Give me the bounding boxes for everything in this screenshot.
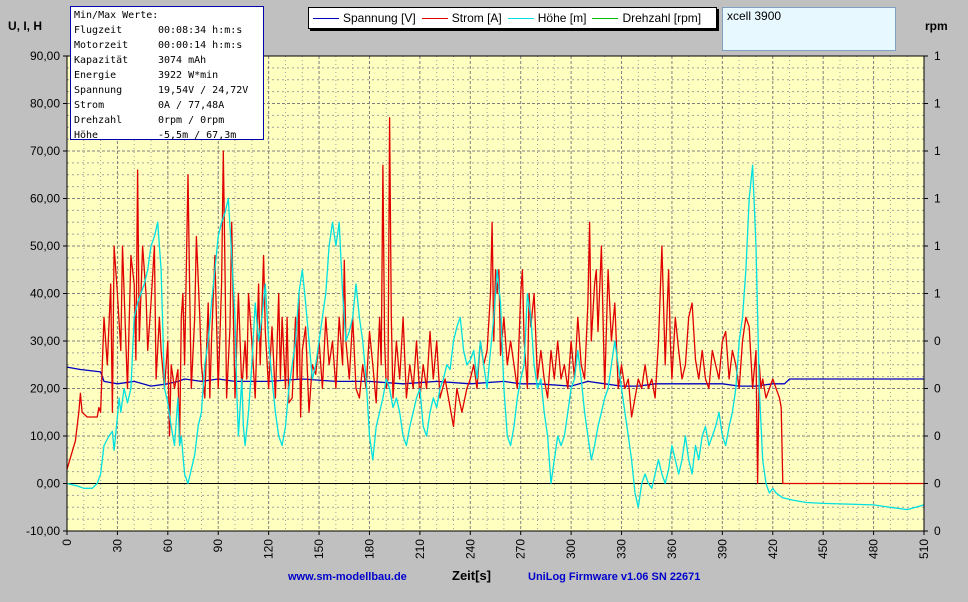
x-tick-label: 480	[867, 539, 881, 559]
stats-value: 00:08:34 h:m:s	[158, 25, 243, 36]
model-name: xcell 3900	[727, 9, 782, 23]
x-tick-label: 180	[362, 539, 376, 559]
axes: 90,00 1 80,00 1 70,00 1 60,00 1 50,00 1 40,00 1 30,0…	[26, 49, 941, 559]
stats-row: Drehzahl 0rpm / 0rpm	[74, 113, 260, 128]
legend-swatch	[507, 17, 534, 19]
stats-row: Strom 0A / 77,48A	[74, 98, 260, 113]
stats-key: Höhe	[74, 130, 99, 141]
y-tick-label: 80,00	[30, 97, 60, 111]
legend-item: Höhe [m]	[507, 11, 587, 25]
x-tick-label: 360	[665, 539, 679, 559]
footer-firmware: UniLog Firmware v1.06 SN 22671	[528, 571, 700, 583]
footer-website: www.sm-modellbau.de	[287, 571, 407, 583]
legend-swatch	[592, 17, 619, 19]
y2-tick-label: 1	[934, 239, 941, 253]
x-tick-label: 270	[514, 539, 528, 559]
x-tick-label: 60	[161, 539, 175, 553]
stats-key: Drehzahl	[74, 115, 123, 126]
y-tick-label: 30,00	[30, 334, 60, 348]
stats-row: Energie 3922 W*min	[74, 68, 260, 83]
stats-row: Motorzeit 00:00:14 h:m:s	[74, 38, 260, 53]
x-tick-label: 150	[312, 539, 326, 559]
x-tick-label: 330	[615, 539, 629, 559]
y2-tick-label: 1	[934, 192, 941, 206]
legend-swatch	[313, 17, 339, 19]
stats-key: Flugzeit	[74, 25, 123, 36]
legend-label: Strom [A]	[451, 11, 502, 25]
x-tick-label: 90	[211, 539, 225, 553]
min-max-stats-box: Min/Max Werte: Flugzeit 00:08:34 h:m:s Mot…	[70, 6, 264, 143]
stats-value: 0A / 77,48A	[158, 100, 225, 111]
stats-row: Kapazität 3074 mAh	[74, 53, 260, 68]
y-tick-label: 20,00	[30, 382, 60, 396]
stats-value: -5,5m / 67,3m	[158, 130, 237, 141]
legend-item: Strom [A]	[421, 11, 502, 25]
y-axis-title: U, I, H	[8, 19, 42, 33]
series-line-2	[66, 164, 925, 511]
y-tick-label: 70,00	[30, 144, 60, 158]
x-tick-label: 240	[463, 539, 477, 559]
x-tick-label: 450	[816, 539, 830, 559]
y2-tick-label: 1	[934, 49, 941, 63]
stats-row: Spannung 19,54V / 24,72V	[74, 83, 260, 98]
y-tick-label: 50,00	[30, 239, 60, 253]
y-tick-label: 60,00	[30, 192, 60, 206]
x-tick-label: 120	[262, 539, 276, 559]
y2-tick-label: 0	[934, 382, 941, 396]
x-tick-label: 300	[564, 539, 578, 559]
stats-rows: Flugzeit 00:08:34 h:m:s Motorzeit 00:00:14 …	[74, 23, 260, 143]
stats-key: Strom	[74, 100, 105, 111]
x-tick-label: 30	[110, 539, 124, 553]
y-tick-label: 40,00	[30, 287, 60, 301]
x-tick-label: 420	[766, 539, 780, 559]
series-layer	[66, 117, 925, 511]
legend-swatch	[421, 17, 448, 19]
y-tick-label: 10,00	[30, 429, 60, 443]
legend-label: Spannung [V]	[343, 11, 416, 25]
y-tick-label: 90,00	[30, 49, 60, 63]
stats-value: 00:00:14 h:m:s	[158, 40, 243, 51]
stats-title: Min/Max Werte:	[74, 10, 159, 21]
stats-value: 3922 W*min	[158, 70, 219, 81]
y-tick-label: 0,00	[37, 477, 61, 491]
y2-tick-label: 0	[934, 334, 941, 348]
y2-tick-label: 0	[934, 429, 941, 443]
stats-key: Spannung	[74, 85, 123, 96]
x-axis-title: Zeit[s]	[452, 568, 491, 583]
grid-lines	[66, 55, 925, 532]
stats-key: Kapazität	[74, 55, 129, 66]
x-tick-label: 0	[60, 539, 74, 546]
legend-label: Höhe [m]	[537, 11, 587, 25]
stats-value: 3074 mAh	[158, 55, 207, 66]
y2-tick-label: 1	[934, 287, 941, 301]
y2-tick-label: 0	[934, 524, 941, 538]
y2-axis-title: rpm	[925, 19, 948, 33]
stats-row: Flugzeit 00:08:34 h:m:s	[74, 23, 260, 38]
y2-tick-label: 0	[934, 477, 941, 491]
y2-tick-label: 1	[934, 144, 941, 158]
x-tick-label: 510	[917, 539, 931, 559]
stats-row: Höhe -5,5m / 67,3m	[74, 128, 260, 143]
y2-tick-label: 1	[934, 97, 941, 111]
series-line-1	[66, 117, 924, 485]
y-tick-label: -10,00	[26, 524, 60, 538]
stats-key: Motorzeit	[74, 40, 129, 51]
stats-key: Energie	[74, 70, 117, 81]
stats-value: 19,54V / 24,72V	[158, 85, 249, 96]
legend-item: Drehzahl [rpm]	[592, 11, 701, 25]
chart-legend: Spannung [V] Strom [A] Höhe [m] Drehzahl [r…	[308, 7, 717, 29]
legend-label: Drehzahl [rpm]	[622, 11, 702, 25]
model-info-box: xcell 3900	[722, 7, 896, 51]
x-tick-label: 390	[715, 539, 729, 559]
legend-item: Spannung [V]	[313, 11, 416, 25]
x-tick-label: 210	[413, 539, 427, 559]
stats-value: 0rpm / 0rpm	[158, 115, 225, 126]
